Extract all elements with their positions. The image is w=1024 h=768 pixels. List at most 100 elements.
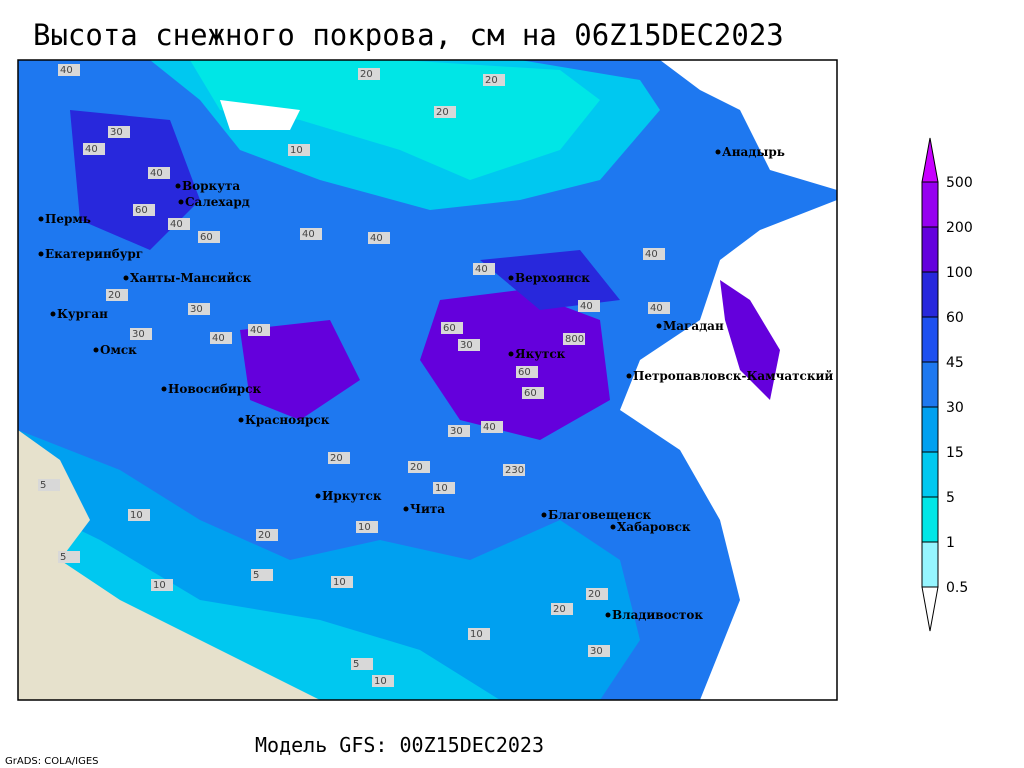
city-dot xyxy=(626,373,632,379)
contour-label-box xyxy=(251,569,273,581)
contour-label-box xyxy=(256,529,278,541)
city-label: Владивосток xyxy=(612,608,703,622)
contour-label-box xyxy=(130,328,152,340)
contour-label: 5 xyxy=(60,552,66,563)
colorbar-box xyxy=(921,226,939,273)
contour-label: 10 xyxy=(435,483,448,494)
contour-label-box xyxy=(351,658,373,670)
city-dot xyxy=(508,275,514,281)
contour-label-box xyxy=(248,324,270,336)
city-label: Екатеринбург xyxy=(45,247,143,261)
city-dot xyxy=(161,386,167,392)
contour-label-box xyxy=(148,167,170,179)
contour-label: 60 xyxy=(200,232,213,243)
city-label: Иркутск xyxy=(322,489,382,503)
contour-label-box xyxy=(551,603,573,615)
contour-label-box xyxy=(328,452,350,464)
city-dot xyxy=(605,612,611,618)
contour-label: 40 xyxy=(302,229,315,240)
map xyxy=(17,59,838,701)
legend-label: 100 xyxy=(946,265,973,281)
city-label: Петропавловск-Камчатский xyxy=(633,369,833,383)
contour-label: 60 xyxy=(443,323,456,334)
contour-label-box xyxy=(58,551,80,563)
colorbar-box xyxy=(921,361,939,408)
contour-label-box xyxy=(108,126,130,138)
legend-label: 45 xyxy=(946,355,964,371)
city-label: Новосибирск xyxy=(168,382,261,396)
contour-label-box xyxy=(458,339,480,351)
contour-label: 10 xyxy=(358,522,371,533)
city-label: Курган xyxy=(57,307,108,321)
contour-label-box xyxy=(473,263,495,275)
legend-label: 200 xyxy=(946,220,973,236)
contour-label: 40 xyxy=(250,325,263,336)
contour-label: 40 xyxy=(475,264,488,275)
contour-label-box xyxy=(503,464,525,476)
contour-label-box xyxy=(288,144,310,156)
contour-label-box xyxy=(448,425,470,437)
city-label: Салехард xyxy=(185,195,250,209)
contour-label: 40 xyxy=(580,301,593,312)
contour-label: 40 xyxy=(85,144,98,155)
contour-label-box xyxy=(300,228,322,240)
city-label: Красноярск xyxy=(245,413,330,427)
contour-label-box xyxy=(648,302,670,314)
contour-label: 20 xyxy=(485,75,498,86)
contour-label: 30 xyxy=(460,340,473,351)
contour-label-box xyxy=(106,289,128,301)
contour-label: 5 xyxy=(253,570,259,581)
contour-label: 60 xyxy=(524,388,537,399)
contour-label-box xyxy=(58,64,80,76)
contour-label: 10 xyxy=(290,145,303,156)
contour-label-box xyxy=(408,461,430,473)
city-label: Анадырь xyxy=(722,145,785,159)
contour-label: 20 xyxy=(360,69,373,80)
contour-label: 5 xyxy=(353,659,359,670)
contour-label: 60 xyxy=(135,205,148,216)
contour-label-box xyxy=(441,322,463,334)
city-dot xyxy=(178,199,184,205)
city-dot xyxy=(175,183,181,189)
contour-label: 800 xyxy=(565,334,584,345)
contour-label-box xyxy=(522,387,544,399)
city-dot xyxy=(508,351,514,357)
legend-label: 15 xyxy=(946,445,964,461)
contour-label-box xyxy=(133,204,155,216)
contour-label: 20 xyxy=(410,462,423,473)
city-dot xyxy=(38,251,44,257)
city-dot xyxy=(93,347,99,353)
contour-label-box xyxy=(563,333,585,345)
colorbar-box xyxy=(921,496,939,543)
city-label: Пермь xyxy=(45,212,91,226)
contour-label-box xyxy=(372,675,394,687)
city-dot xyxy=(238,417,244,423)
legend-label: 0.5 xyxy=(946,580,968,596)
legend-label: 500 xyxy=(946,175,973,191)
contour-label: 10 xyxy=(130,510,143,521)
city-label: Ханты-Мансийск xyxy=(130,271,252,285)
colorbar-box xyxy=(921,541,939,588)
contour-label: 30 xyxy=(190,304,203,315)
colorbar-box xyxy=(921,181,939,228)
contour-label-box xyxy=(588,645,610,657)
contour-label-box xyxy=(356,521,378,533)
colorbar-top xyxy=(921,137,939,183)
contour-label: 40 xyxy=(212,333,225,344)
contour-labels: 40 20 20 20 10 40 30 40 60 40 60 40 40 40 40 40 40 20 30 40… xyxy=(38,64,670,687)
contour-label: 20 xyxy=(553,604,566,615)
contour-label: 40 xyxy=(370,233,383,244)
contour-label: 40 xyxy=(170,219,183,230)
contour-label-box xyxy=(586,588,608,600)
colorbar-bottom xyxy=(921,586,939,632)
contour-label: 30 xyxy=(110,127,123,138)
legend-label: 30 xyxy=(946,400,964,416)
contour-label-box xyxy=(83,143,105,155)
contour-label-box xyxy=(516,366,538,378)
model-label: Модель GFS: 00Z15DEC2023 xyxy=(255,733,544,757)
contour-label: 40 xyxy=(645,249,658,260)
city-label: Якутск xyxy=(515,347,566,361)
colorbar-box xyxy=(921,316,939,363)
